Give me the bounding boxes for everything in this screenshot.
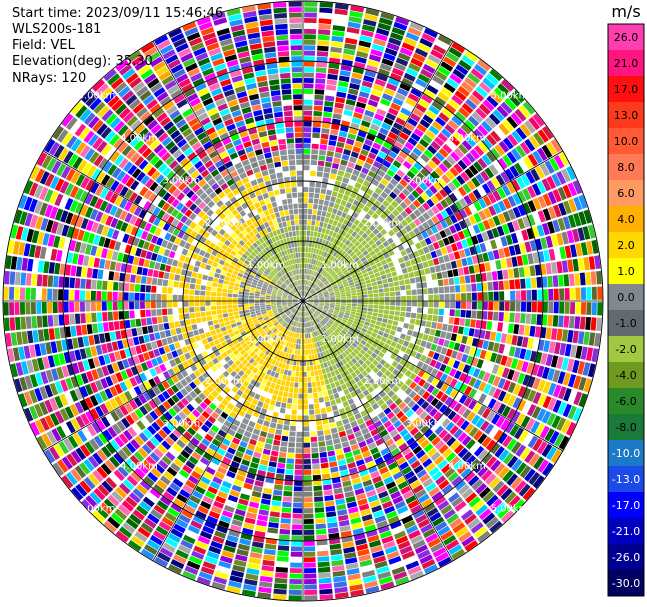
- range-ring-label: 2.00km: [363, 376, 401, 387]
- range-ring-label: 4.00km: [448, 133, 486, 144]
- field-label: Field: VEL: [12, 38, 75, 53]
- range-ring-label: 4.00km: [120, 461, 158, 472]
- azimuth-spoke: [302, 300, 454, 561]
- azimuth-spoke: [42, 150, 304, 302]
- start-time-label: Start time: 2023/09/11 15:46:46: [12, 6, 224, 21]
- range-ring-label: 1.00km: [247, 334, 285, 345]
- range-ring-label: 1.00km: [321, 260, 359, 271]
- range-ring-label: 3.00km: [406, 419, 444, 430]
- elevation-label: Elevation(deg): 35.30: [12, 54, 153, 69]
- range-ring-label: 1.00km: [321, 334, 359, 345]
- azimuth-spoke: [302, 300, 563, 452]
- station-label: WLS200s-181: [12, 22, 102, 37]
- range-ring-label: 2.00km: [363, 218, 401, 229]
- range-ring-label: 4.00km: [120, 133, 158, 144]
- range-ring-label: 5.00km: [491, 504, 529, 515]
- range-ring-label: 4.00km: [448, 461, 486, 472]
- range-ring-label: 5.00km: [491, 91, 529, 102]
- range-ring-label: 5.00km: [78, 91, 116, 102]
- range-ring-labels: 1.00km 2.00km 3.00km 4.00km 5.00km 1.00km 2.00…: [78, 91, 529, 515]
- range-ring-label: 2.00km: [205, 376, 243, 387]
- range-ring-label: 3.00km: [406, 175, 444, 186]
- azimuth-spoke: [152, 300, 304, 561]
- range-ring-label: 1.00km: [247, 260, 285, 271]
- range-ring-label: 5.00km: [78, 504, 116, 515]
- azimuth-spoke: [42, 300, 304, 452]
- azimuth-spoke: [302, 40, 454, 302]
- azimuth-spokes: [3, 1, 603, 601]
- azimuth-spoke: [152, 40, 304, 302]
- velocity-gates: [3, 1, 603, 601]
- range-ring-label: 3.00km: [162, 419, 200, 430]
- nrays-label: NRays: 120: [12, 71, 87, 86]
- range-ring-label: 2.00km: [205, 218, 243, 229]
- azimuth-spoke: [302, 150, 563, 302]
- range-ring-label: 3.00km: [162, 175, 200, 186]
